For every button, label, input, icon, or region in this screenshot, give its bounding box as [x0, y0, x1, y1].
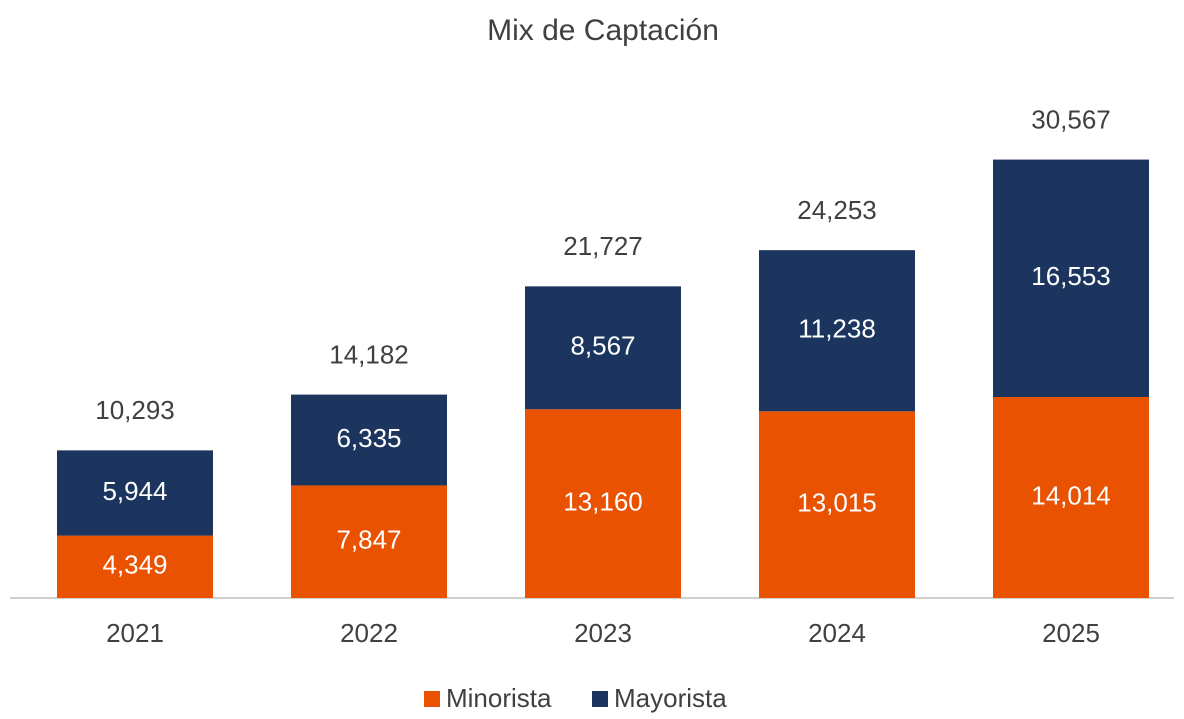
total-label: 21,727 — [563, 231, 643, 261]
chart-title: Mix de Captación — [487, 14, 719, 47]
data-label: 8,567 — [570, 331, 635, 361]
bar-segment — [759, 250, 915, 412]
bar-segment — [993, 159, 1149, 397]
bar-segment — [291, 394, 447, 486]
legend-swatch — [424, 691, 440, 707]
legend-label: Mayorista — [614, 683, 727, 713]
bar-segment — [759, 411, 915, 598]
legend-label: Minorista — [446, 683, 552, 713]
bar-segment — [993, 396, 1149, 598]
data-label: 16,553 — [1031, 261, 1111, 291]
data-label: 6,335 — [336, 423, 401, 453]
x-tick-label: 2025 — [1042, 618, 1100, 648]
data-label: 4,349 — [102, 550, 167, 580]
data-label: 11,238 — [798, 314, 876, 344]
total-label: 24,253 — [797, 195, 877, 225]
data-label: 7,847 — [336, 525, 401, 555]
bar-segment — [525, 409, 681, 598]
total-label: 10,293 — [95, 395, 175, 425]
bar-segment — [57, 535, 213, 598]
bar-segment — [525, 286, 681, 410]
total-label: 30,567 — [1031, 104, 1111, 134]
x-tick-label: 2023 — [574, 618, 632, 648]
data-label: 14,014 — [1031, 480, 1111, 510]
total-label: 14,182 — [329, 339, 409, 369]
x-tick-label: 2022 — [340, 618, 398, 648]
bar-segment — [291, 485, 447, 598]
bar-segment — [57, 450, 213, 536]
data-label: 13,160 — [563, 486, 643, 516]
data-label: 13,015 — [797, 488, 877, 518]
x-tick-label: 2024 — [808, 618, 866, 648]
legend-swatch — [592, 691, 608, 707]
data-label: 5,944 — [102, 476, 167, 506]
x-tick-label: 2021 — [106, 618, 164, 648]
